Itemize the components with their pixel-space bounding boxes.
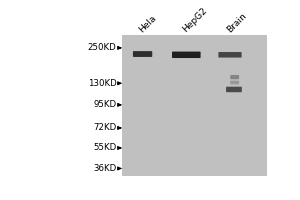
FancyBboxPatch shape: [230, 81, 239, 84]
FancyBboxPatch shape: [172, 52, 201, 58]
FancyBboxPatch shape: [133, 51, 152, 57]
Text: Hela: Hela: [137, 13, 158, 34]
Text: 36KD: 36KD: [93, 164, 117, 173]
Text: 250KD: 250KD: [88, 43, 117, 52]
Bar: [122, 35, 266, 176]
Text: HepG2: HepG2: [181, 6, 209, 34]
Text: 130KD: 130KD: [88, 79, 117, 88]
FancyBboxPatch shape: [218, 52, 242, 58]
Text: 72KD: 72KD: [93, 123, 117, 132]
Text: 55KD: 55KD: [93, 143, 117, 152]
FancyBboxPatch shape: [230, 75, 239, 79]
Text: 95KD: 95KD: [93, 100, 117, 109]
FancyBboxPatch shape: [226, 87, 242, 92]
Text: Brain: Brain: [225, 11, 248, 34]
